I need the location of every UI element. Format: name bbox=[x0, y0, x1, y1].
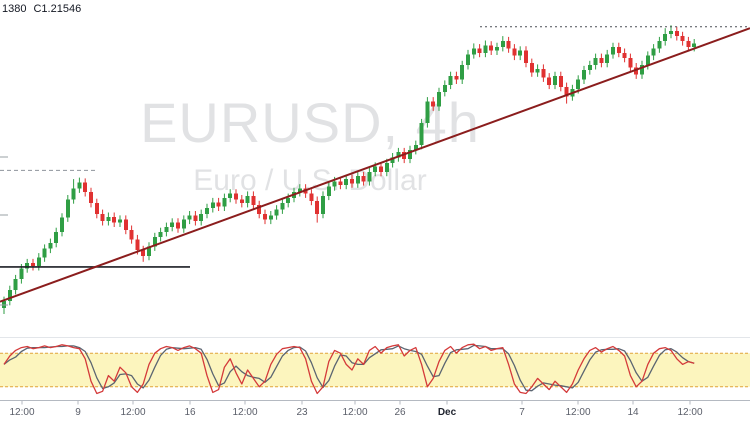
stochastic-line-D bbox=[3, 344, 695, 392]
time-axis-label: 14 bbox=[627, 407, 639, 418]
low-value-fragment: 1380 bbox=[2, 3, 27, 15]
time-axis-label: Dec bbox=[438, 407, 457, 418]
time-axis-label: 7 bbox=[519, 407, 525, 418]
time-axis-label: 12:00 bbox=[120, 407, 145, 418]
time-axis-label: 9 bbox=[75, 407, 81, 418]
trendline[interactable] bbox=[0, 27, 750, 303]
time-axis-label: 12:00 bbox=[9, 407, 34, 418]
stochastic-band bbox=[0, 352, 750, 388]
close-value: C1.21546 bbox=[33, 3, 82, 15]
time-axis-label: 12:00 bbox=[677, 407, 702, 418]
time-axis-label: 12:00 bbox=[232, 407, 257, 418]
stochastic-line-K bbox=[3, 343, 695, 395]
time-axis-label: 12:00 bbox=[342, 407, 367, 418]
time-axis[interactable]: 12:00 9 12:00 16 12:00 23 12:00 26 Dec 7 12:00 14 12… bbox=[0, 400, 750, 419]
ohlc-legend: 1380 C1.21546 bbox=[2, 3, 88, 15]
time-axis-label: 23 bbox=[296, 407, 308, 418]
candlestick-series bbox=[2, 25, 697, 314]
time-axis-label: 26 bbox=[394, 407, 406, 418]
time-axis-label: 16 bbox=[184, 407, 196, 418]
time-axis-label: 12:00 bbox=[565, 407, 590, 418]
horizontal-lines[interactable] bbox=[0, 26, 750, 268]
